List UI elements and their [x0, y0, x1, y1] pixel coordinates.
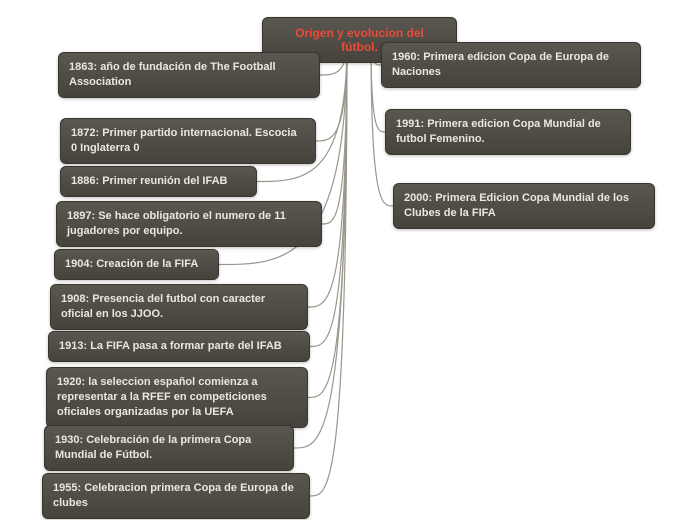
- left-node: 1913: La FIFA pasa a formar parte del IF…: [48, 331, 310, 362]
- left-node: 1904: Creación de la FIFA: [54, 249, 219, 280]
- left-node: 1897: Se hace obligatorio el numero de 1…: [56, 201, 322, 247]
- left-node: 1930: Celebración de la primera Copa Mun…: [44, 425, 294, 471]
- left-node: 1908: Presencia del futbol con caracter …: [50, 284, 308, 330]
- left-node: 1863: año de fundación de The Football A…: [58, 52, 320, 98]
- right-node: 1960: Primera edicion Copa de Europa de …: [381, 42, 641, 88]
- left-node: 1872: Primer partido internacional. Esco…: [60, 118, 316, 164]
- left-node: 1920: la seleccion español comienza a re…: [46, 367, 308, 428]
- left-node: 1955: Celebracion primera Copa de Europa…: [42, 473, 310, 519]
- left-node: 1886: Primer reunión del IFAB: [60, 166, 257, 197]
- right-node: 1991: Primera edicion Copa Mundial de fu…: [385, 109, 631, 155]
- right-node: 2000: Primera Edicion Copa Mundial de lo…: [393, 183, 655, 229]
